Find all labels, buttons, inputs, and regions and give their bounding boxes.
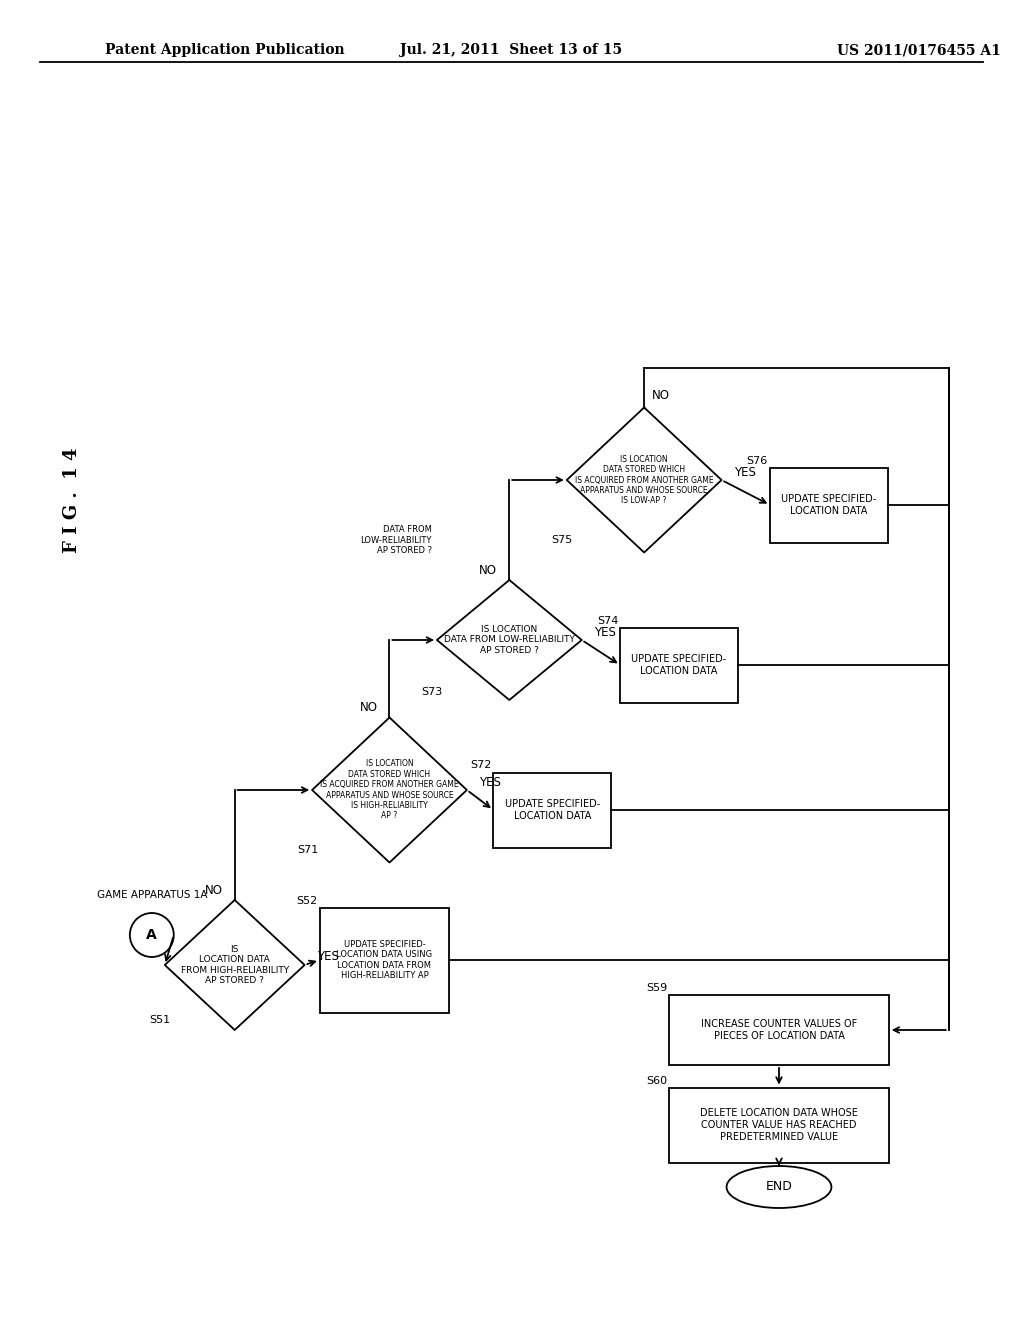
Bar <box>494 772 611 847</box>
Text: NO: NO <box>652 389 670 403</box>
Text: INCREASE COUNTER VALUES OF
PIECES OF LOCATION DATA: INCREASE COUNTER VALUES OF PIECES OF LOC… <box>700 1019 857 1040</box>
Text: S52: S52 <box>296 895 317 906</box>
Text: NO: NO <box>205 883 222 896</box>
Text: NO: NO <box>359 701 378 714</box>
Text: S60: S60 <box>646 1076 667 1085</box>
Text: S74: S74 <box>597 615 618 626</box>
Text: S71: S71 <box>297 845 318 855</box>
Bar <box>319 908 450 1012</box>
Text: GAME APPARATUS 1A: GAME APPARATUS 1A <box>96 890 207 900</box>
Text: DELETE LOCATION DATA WHOSE
COUNTER VALUE HAS REACHED
PREDETERMINED VALUE: DELETE LOCATION DATA WHOSE COUNTER VALUE… <box>700 1109 858 1142</box>
Text: NO: NO <box>479 564 498 577</box>
Text: IS LOCATION
DATA STORED WHICH
IS ACQUIRED FROM ANOTHER GAME
APPARATUS AND WHOSE : IS LOCATION DATA STORED WHICH IS ACQUIRE… <box>321 759 459 821</box>
Bar <box>770 467 888 543</box>
Text: YES: YES <box>479 776 501 788</box>
Text: A: A <box>146 928 157 942</box>
Text: F I G .  1 4: F I G . 1 4 <box>62 447 81 553</box>
Text: S59: S59 <box>646 983 667 993</box>
Text: YES: YES <box>316 950 339 964</box>
Bar <box>621 627 738 702</box>
Text: END: END <box>766 1180 793 1193</box>
Bar <box>669 995 889 1065</box>
Text: UPDATE SPECIFIED-
LOCATION DATA: UPDATE SPECIFIED- LOCATION DATA <box>505 799 600 821</box>
Bar <box>669 1088 889 1163</box>
Text: UPDATE SPECIFIED-
LOCATION DATA: UPDATE SPECIFIED- LOCATION DATA <box>781 494 877 516</box>
Text: IS LOCATION
DATA FROM LOW-RELIABILITY
AP STORED ?: IS LOCATION DATA FROM LOW-RELIABILITY AP… <box>443 626 574 655</box>
Text: YES: YES <box>733 466 756 479</box>
Text: Jul. 21, 2011  Sheet 13 of 15: Jul. 21, 2011 Sheet 13 of 15 <box>400 44 623 57</box>
Text: UPDATE SPECIFIED-
LOCATION DATA USING
LOCATION DATA FROM
HIGH-RELIABILITY AP: UPDATE SPECIFIED- LOCATION DATA USING LO… <box>337 940 432 979</box>
Text: S73: S73 <box>421 686 442 697</box>
Text: IS
LOCATION DATA
FROM HIGH-RELIABILITY
AP STORED ?: IS LOCATION DATA FROM HIGH-RELIABILITY A… <box>180 945 289 985</box>
Text: YES: YES <box>594 626 615 639</box>
Text: S72: S72 <box>470 760 492 771</box>
Text: US 2011/0176455 A1: US 2011/0176455 A1 <box>837 44 1000 57</box>
Text: DATA FROM
LOW-RELIABILITY
AP STORED ?: DATA FROM LOW-RELIABILITY AP STORED ? <box>360 525 432 554</box>
Text: IS LOCATION
DATA STORED WHICH
IS ACQUIRED FROM ANOTHER GAME
APPARATUS AND WHOSE : IS LOCATION DATA STORED WHICH IS ACQUIRE… <box>574 454 714 506</box>
Text: Patent Application Publication: Patent Application Publication <box>104 44 344 57</box>
Text: S76: S76 <box>746 455 768 466</box>
Text: UPDATE SPECIFIED-
LOCATION DATA: UPDATE SPECIFIED- LOCATION DATA <box>632 655 727 676</box>
Text: S51: S51 <box>150 1015 170 1026</box>
Text: S75: S75 <box>552 535 572 545</box>
